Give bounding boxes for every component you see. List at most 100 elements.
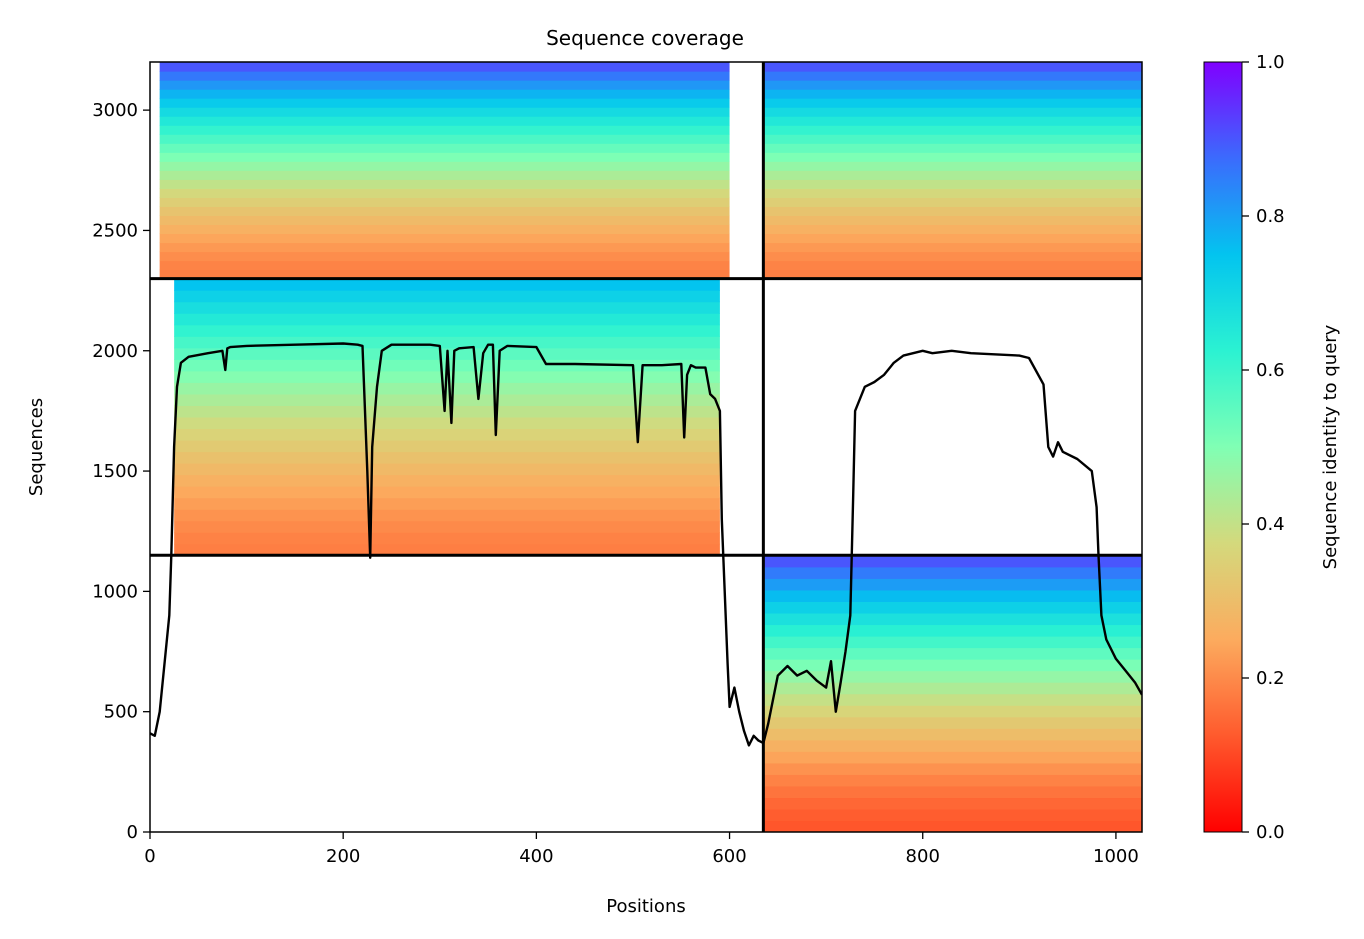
colorbar-tick-label: 1.0 [1256,52,1285,73]
alignment-band [174,290,720,303]
coverage-heatmap [159,62,1142,832]
alignment-band [763,116,1142,126]
coverage-line-layer [150,342,1142,747]
alignment-band [174,382,720,395]
alignment-band [159,134,730,144]
y-tick-label: 500 [104,702,138,723]
alignment-band [763,589,1142,603]
alignment-band [763,555,1142,568]
alignment-band [763,269,1142,280]
x-tick-label: 400 [519,846,553,867]
y-tick-label: 3000 [92,100,138,121]
alignment-band [159,215,730,226]
alignment-band [159,224,730,235]
x-tick-label: 200 [326,846,360,867]
block-dividers [150,62,1142,832]
chart-title: Sequence coverage [546,26,744,50]
alignment-band [159,107,730,117]
y-tick-label: 0 [127,822,138,843]
alignment-band [763,215,1142,226]
alignment-band [763,693,1142,706]
colorbar-tick-label: 0.8 [1256,206,1285,227]
alignment-band [763,242,1142,253]
alignment-band [763,107,1142,117]
alignment-band [763,170,1142,180]
alignment-band [763,125,1142,135]
alignment-band [763,705,1142,718]
alignment-band [763,206,1142,216]
alignment-band [763,152,1142,162]
alignment-band [174,428,720,441]
alignment-band [763,682,1142,695]
alignment-band [159,143,730,153]
alignment-band [763,143,1142,153]
alignment-band [763,62,1142,72]
alignment-band [174,324,720,337]
alignment-band [174,520,720,533]
alignment-band [159,197,730,207]
alignment-band [159,242,730,253]
alignment-band [763,134,1142,144]
alignment-band [174,509,720,522]
alignment-band [763,774,1142,787]
alignment-band [763,601,1142,614]
alignment-band [174,532,720,545]
y-axis-ticks: 0 500 1000 1500 2000 2500 3000 [92,100,150,843]
alignment-band [763,89,1142,99]
alignment-band [159,233,730,244]
alignment-band [159,188,730,198]
alignment-band [159,206,730,216]
alignment-block-4 [763,555,1142,832]
alignment-band [763,197,1142,207]
colorbar [1203,61,1243,833]
alignment-band [763,98,1142,108]
alignment-band [159,71,730,81]
alignment-band [159,62,730,72]
alignment-band [763,566,1142,579]
alignment-band [763,739,1142,752]
alignment-band [159,116,730,126]
colorbar-label: Sequence identity to query [1320,324,1341,569]
alignment-band [763,188,1142,198]
alignment-band [763,728,1142,741]
alignment-band [763,670,1142,683]
alignment-band [159,260,730,271]
alignment-band [763,797,1142,810]
colorbar-ticks: 0.0 0.2 0.4 0.6 0.8 1.0 [1242,52,1285,843]
alignment-band [159,161,730,171]
alignment-band [763,251,1142,262]
alignment-band [763,820,1142,832]
y-tick-label: 1500 [92,461,138,482]
alignment-band [763,260,1142,271]
alignment-band [763,624,1142,637]
alignment-band [159,269,730,280]
alignment-band [159,80,730,90]
alignment-band [159,251,730,262]
alignment-band [159,125,730,135]
alignment-band [174,497,720,510]
alignment-band [174,393,720,406]
alignment-band [763,762,1142,775]
alignment-band [174,416,720,430]
alignment-band [174,463,720,476]
alignment-band [763,647,1142,660]
alignment-band [763,808,1142,822]
colorbar-tick-label: 0.4 [1256,514,1285,535]
alignment-band [174,278,720,291]
alignment-band [174,543,720,556]
alignment-band [174,486,720,499]
alignment-block-1 [159,62,730,280]
alignment-band [174,474,720,487]
alignment-band [763,179,1142,189]
alignment-band [159,179,730,189]
y-tick-label: 2500 [92,220,138,241]
alignment-block-3 [174,278,720,556]
alignment-block-2 [763,62,1142,280]
alignment-band [174,313,720,326]
alignment-band [763,716,1142,729]
alignment-band [159,152,730,162]
alignment-band [763,233,1142,244]
alignment-band [763,161,1142,171]
x-tick-label: 800 [906,846,940,867]
alignment-band [763,80,1142,90]
